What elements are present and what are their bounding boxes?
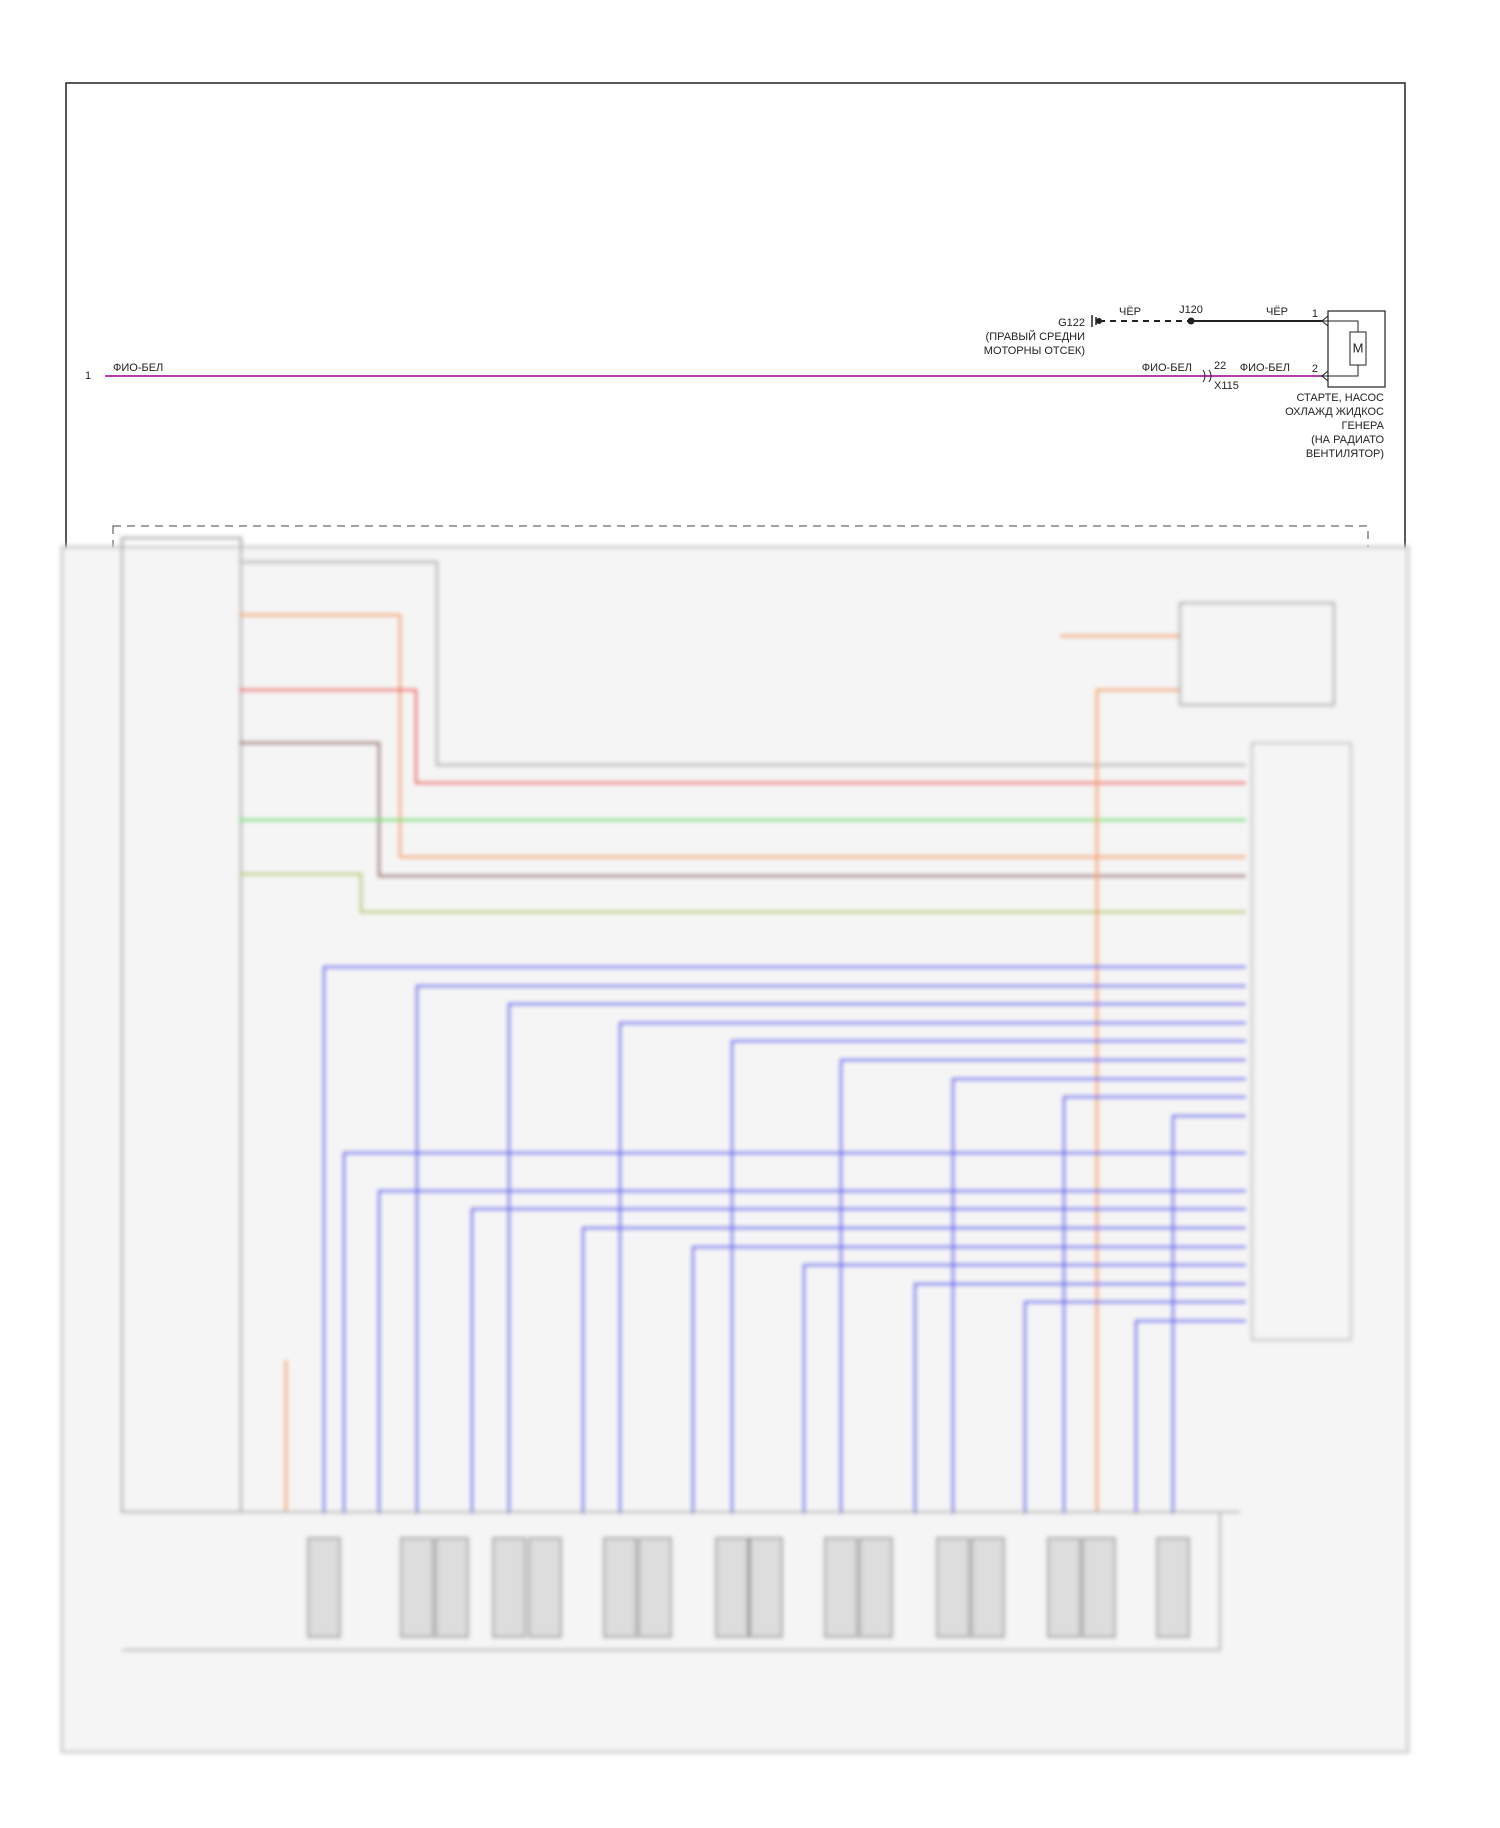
component-box bbox=[1327, 310, 1386, 388]
wire-label: ЧЁР bbox=[1266, 306, 1288, 318]
node bbox=[1096, 318, 1102, 324]
motor-lead bbox=[1322, 320, 1359, 377]
pin-label: 2 bbox=[1312, 363, 1318, 375]
ground-id: G122 bbox=[1058, 317, 1085, 329]
connector-symbol bbox=[1202, 369, 1212, 383]
component-label: ГЕНЕРА bbox=[1341, 420, 1384, 432]
component-label: СТАРТЕ, НАСОС bbox=[1296, 392, 1384, 404]
wire-label: ЧЁР bbox=[1119, 306, 1141, 318]
ground-location: МОТОРНЫ ОТСЕК) bbox=[984, 345, 1085, 357]
component-label: (НА РАДИАТО bbox=[1311, 434, 1384, 446]
motor-symbol bbox=[1349, 331, 1367, 366]
component-label: ВЕНТИЛЯТОР) bbox=[1306, 448, 1384, 460]
pin-symbol bbox=[1321, 315, 1329, 382]
ground-location: (ПРАВЫЙ СРЕДНИ bbox=[986, 330, 1085, 343]
pin-label: 1 bbox=[1312, 308, 1318, 320]
ground-symbol bbox=[1091, 315, 1097, 327]
motor-label: M bbox=[1353, 340, 1364, 355]
connector-id: X115 bbox=[1214, 380, 1239, 392]
wire-label: ФИО-БЕЛ bbox=[113, 362, 163, 374]
wire-label: ФИО-БЕЛ bbox=[1240, 362, 1290, 374]
pin-label: 1 bbox=[85, 370, 91, 382]
blurred-schematic bbox=[60, 537, 1410, 1754]
component-label: ОХЛАЖД ЖИДКОС bbox=[1285, 406, 1384, 418]
wire-label: ФИО-БЕЛ bbox=[1142, 362, 1192, 374]
splice-id: J120 bbox=[1179, 304, 1203, 316]
connector-pin: 22 bbox=[1214, 360, 1226, 372]
